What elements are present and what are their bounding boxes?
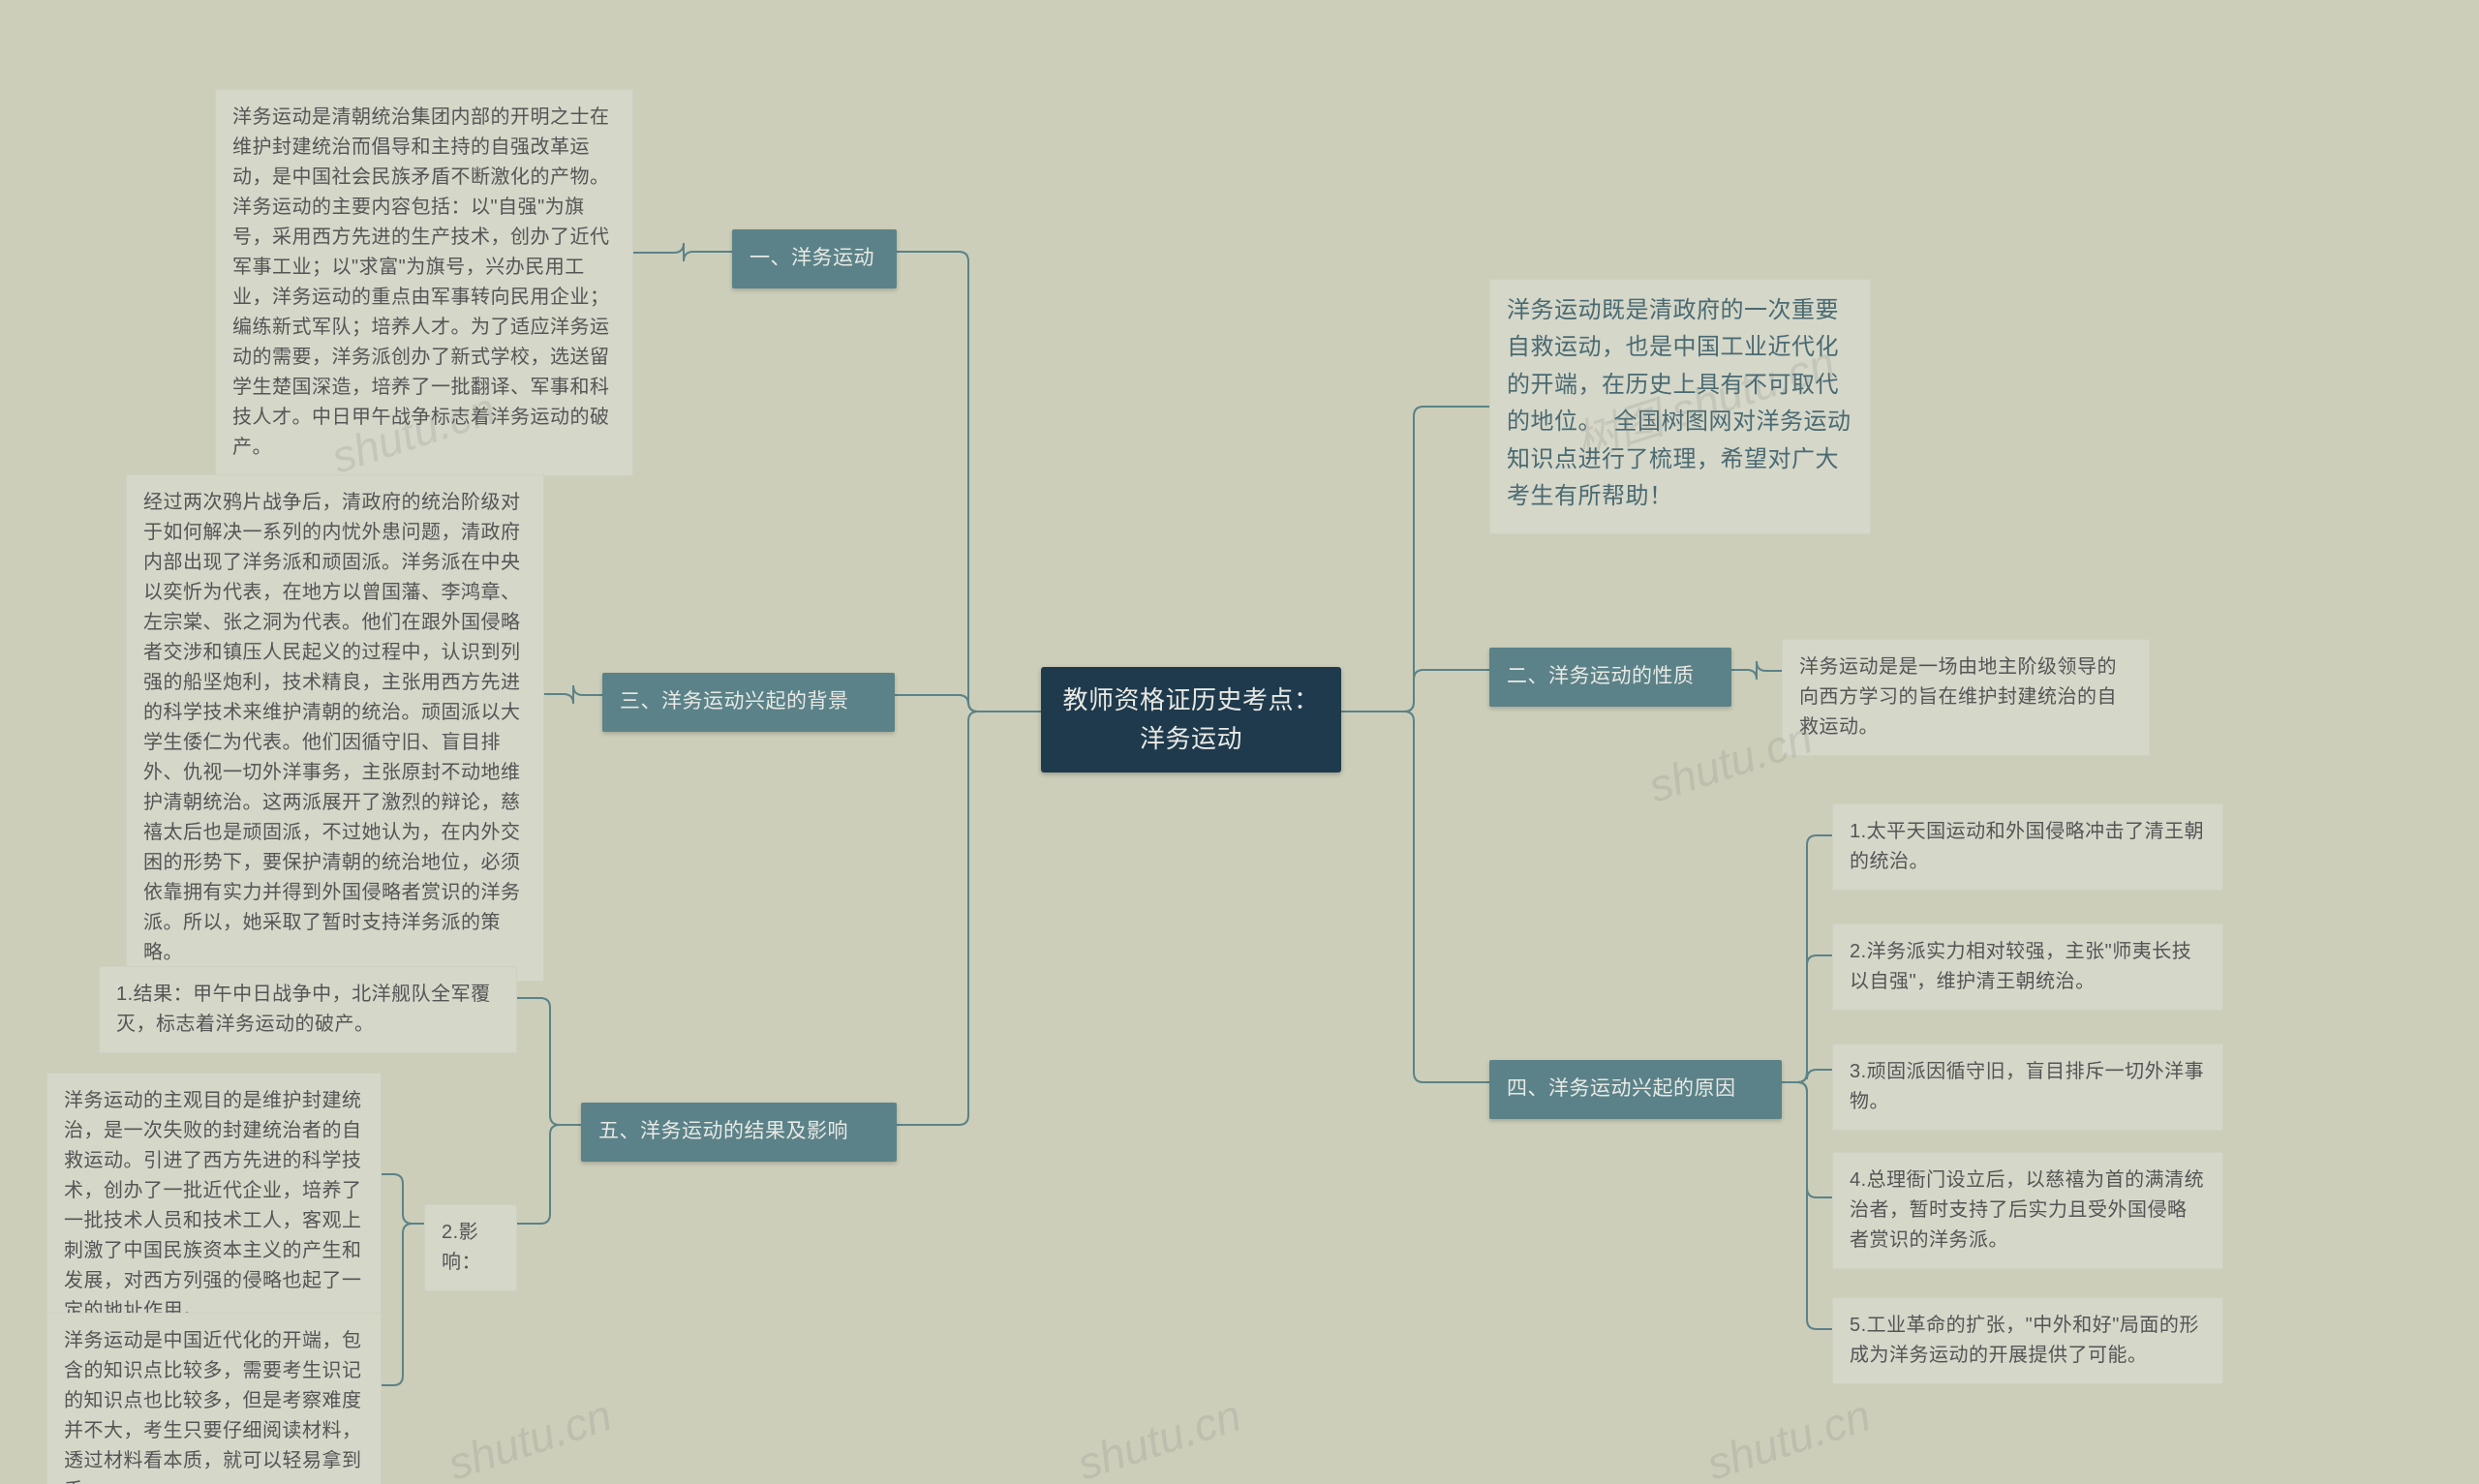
leaf-intro: 洋务运动既是清政府的一次重要自救运动，也是中国工业近代化的开端，在历史上具有不可…	[1489, 279, 1871, 534]
mindmap-canvas: 教师资格证历史考点：洋务运动 一、洋务运动 三、洋务运动兴起的背景 五、洋务运动…	[0, 0, 2479, 1484]
center-node: 教师资格证历史考点：洋务运动	[1041, 667, 1341, 772]
watermark: shutu.cn	[442, 1388, 618, 1484]
leaf-b4-1: 1.太平天国运动和外国侵略冲击了清王朝的统治。	[1832, 803, 2223, 891]
branch-4: 四、洋务运动兴起的原因	[1489, 1060, 1782, 1119]
branch-1: 一、洋务运动	[732, 229, 897, 288]
leaf-b4-2: 2.洋务派实力相对较强，主张"师夷长技以自强"，维护清王朝统治。	[1832, 924, 2223, 1011]
branch-2: 二、洋务运动的性质	[1489, 648, 1731, 707]
watermark: shutu.cn	[1700, 1388, 1877, 1484]
branch-3: 三、洋务运动兴起的背景	[602, 673, 895, 732]
leaf-b5-2a: 洋务运动的主观目的是维护封建统治，是一次失败的封建统治者的自救运动。引进了西方先…	[46, 1073, 382, 1340]
leaf-b4-3: 3.顽固派因循守旧，盲目排斥一切外洋事物。	[1832, 1044, 2223, 1131]
leaf-b4-5: 5.工业革命的扩张，"中外和好"局面的形成为洋务运动的开展提供了可能。	[1832, 1297, 2223, 1384]
leaf-b1-1: 洋务运动是清朝统治集团内部的开明之士在维护封建统治而倡导和主持的自强改革运动，是…	[215, 89, 633, 476]
leaf-b3-1: 经过两次鸦片战争后，清政府的统治阶级对于如何解决一系列的内忧外患问题，清政府内部…	[126, 474, 544, 982]
leaf-b5-2-label: 2.影响：	[424, 1204, 517, 1291]
leaf-b2-1: 洋务运动是是一场由地主阶级领导的向西方学习的旨在维护封建统治的自救运动。	[1782, 639, 2150, 756]
watermark: shutu.cn	[1071, 1388, 1247, 1484]
leaf-b4-4: 4.总理衙门设立后，以慈禧为首的满清统治者，暂时支持了后实力且受外国侵略者赏识的…	[1832, 1152, 2223, 1269]
leaf-b5-1: 1.结果：甲午中日战争中，北洋舰队全军覆灭，标志着洋务运动的破产。	[99, 966, 517, 1053]
leaf-b5-2b: 洋务运动是中国近代化的开端，包含的知识点比较多，需要考生识记的知识点也比较多，但…	[46, 1313, 382, 1484]
branch-5: 五、洋务运动的结果及影响	[581, 1103, 897, 1162]
